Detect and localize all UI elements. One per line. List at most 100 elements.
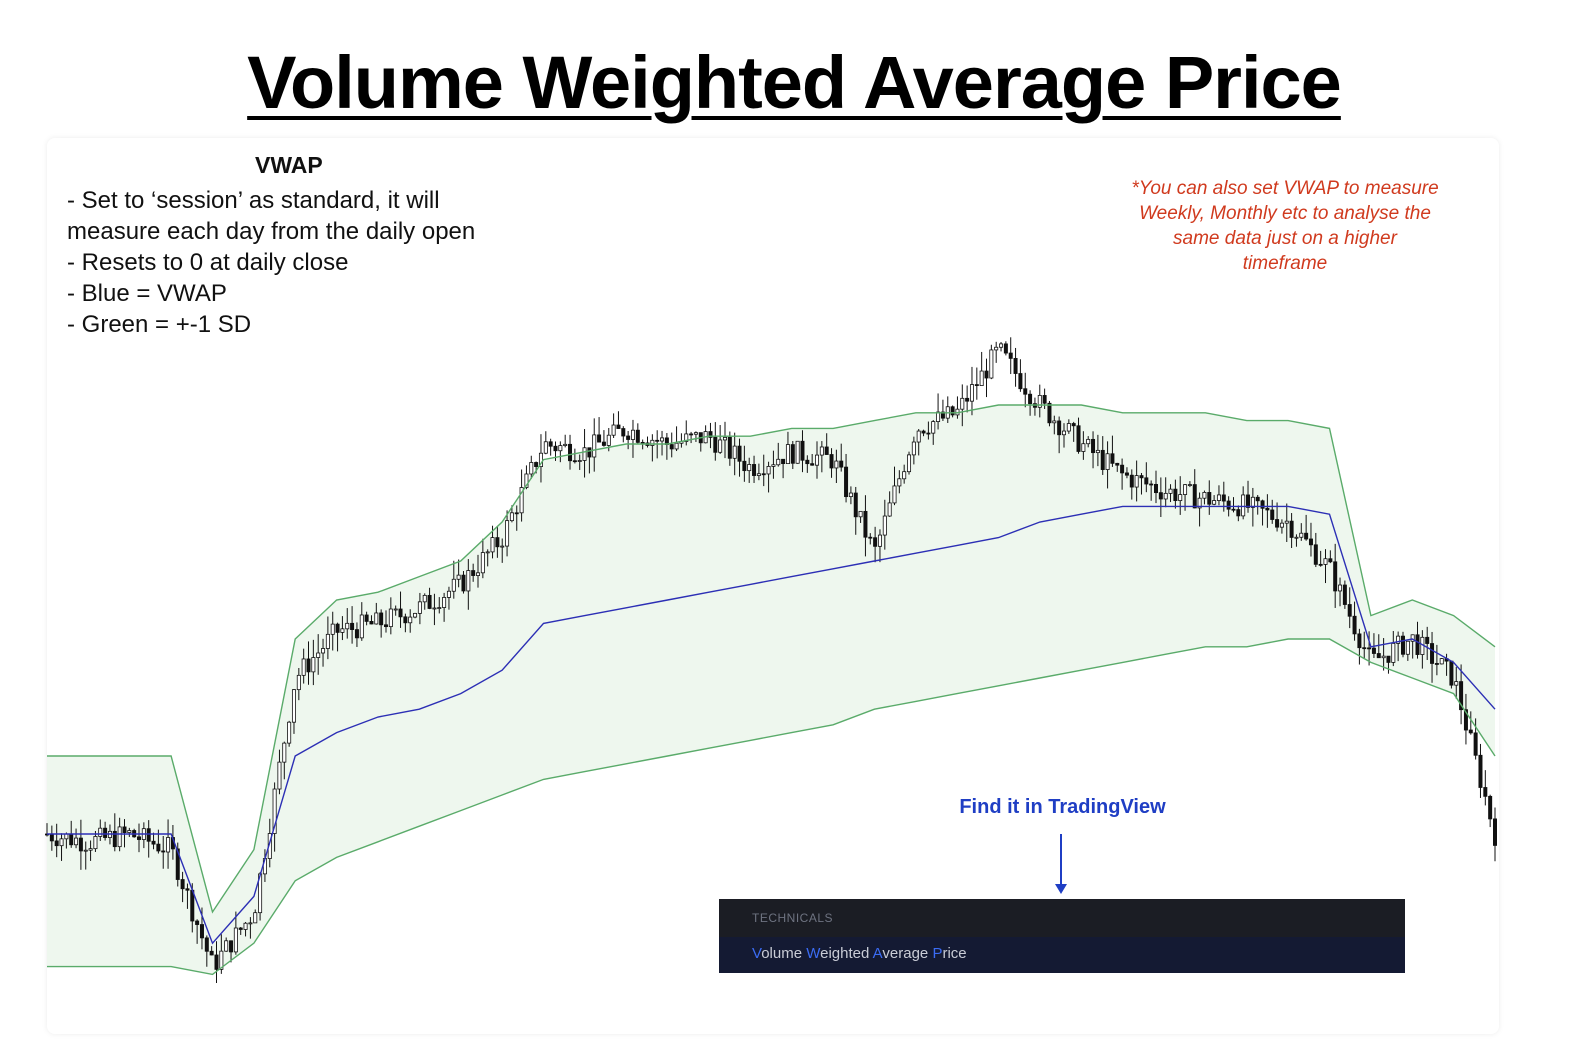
- notes-line: - Green = +-1 SD: [67, 311, 252, 338]
- candle-body: [693, 432, 698, 435]
- candle-body: [1134, 475, 1139, 488]
- candle-body: [1236, 509, 1241, 517]
- candle-body: [112, 830, 117, 848]
- candle-body: [190, 889, 195, 922]
- sd-band-fill: [47, 405, 1495, 975]
- candle-body: [979, 370, 984, 386]
- candle-body: [1091, 438, 1096, 454]
- candle-body: [897, 478, 902, 487]
- candle-body: [1357, 633, 1362, 649]
- candle-body: [940, 411, 945, 419]
- candle-body: [1013, 357, 1018, 374]
- candle-body: [166, 837, 171, 853]
- candle-body: [873, 537, 878, 547]
- candle-body: [969, 384, 974, 402]
- candle-body: [316, 652, 321, 658]
- candle-body: [660, 437, 665, 442]
- down-arrow-icon: [1055, 834, 1067, 894]
- candle-body: [640, 441, 645, 444]
- menu-item-vwap[interactable]: Volume Weighted Average Price: [719, 937, 1405, 973]
- candle-body: [1468, 729, 1473, 734]
- candle-body: [78, 837, 83, 852]
- candle-body: [1018, 373, 1023, 390]
- menu-section-header: TECHNICALS: [752, 911, 834, 925]
- candle-body: [1362, 647, 1367, 650]
- candle-body: [1115, 462, 1120, 466]
- candle-body: [1154, 483, 1159, 494]
- candle-body: [1415, 634, 1420, 655]
- candle-body: [1042, 395, 1047, 404]
- candle-body: [495, 537, 500, 548]
- candle-body: [1478, 754, 1483, 788]
- candle-body: [277, 761, 282, 790]
- candle-body: [243, 922, 248, 930]
- candle-body: [253, 912, 258, 924]
- candle-body: [325, 633, 330, 649]
- candle-body: [630, 429, 635, 440]
- candle-body: [621, 428, 626, 437]
- candle-body: [1333, 561, 1338, 592]
- candle-body: [161, 850, 166, 853]
- candle-body: [907, 454, 912, 473]
- candle-body: [848, 492, 853, 498]
- candle-body: [335, 623, 340, 633]
- candle-body: [1057, 420, 1062, 436]
- candle-body: [1071, 423, 1076, 427]
- candle-body: [1246, 494, 1251, 508]
- candle-body: [1386, 655, 1391, 663]
- candle-body: [1488, 795, 1493, 820]
- candle-body: [345, 622, 350, 630]
- vwap-line: [47, 505, 1496, 945]
- candle-body: [1183, 484, 1188, 495]
- candle-body: [601, 441, 606, 446]
- candle-body: [1308, 538, 1313, 546]
- candle-body: [54, 840, 59, 847]
- candle-body: [432, 607, 437, 610]
- candle-body: [480, 552, 485, 574]
- vwap-notes: VWAP - Set to ‘session’ as standard, it …: [67, 150, 475, 340]
- candle-body: [815, 454, 820, 466]
- candle-body: [795, 440, 800, 464]
- candle-body: [834, 460, 839, 469]
- candle-body: [737, 445, 742, 462]
- candle-body: [388, 608, 393, 628]
- candle-body: [1110, 453, 1115, 464]
- candle-body: [1367, 647, 1372, 650]
- candle-body: [311, 657, 316, 673]
- candle-body: [965, 397, 970, 402]
- candle-body: [606, 434, 611, 446]
- candle-body: [1178, 494, 1183, 502]
- indicator-lines: [47, 404, 1496, 976]
- candle-body: [572, 460, 577, 463]
- candle-body: [1197, 497, 1202, 509]
- candle-body: [195, 920, 200, 925]
- page-title: Volume Weighted Average Price: [247, 41, 1342, 124]
- candle-body: [451, 578, 456, 592]
- candle-body: [727, 437, 732, 459]
- candle-body: [248, 922, 253, 925]
- candle-body: [931, 421, 936, 434]
- candle-body: [185, 888, 190, 891]
- candle-body: [785, 444, 790, 465]
- candle-body: [1338, 584, 1343, 592]
- candle-body: [863, 510, 868, 538]
- candle-body: [911, 441, 916, 456]
- notes-line: measure each day from the daily open: [67, 218, 476, 245]
- candle-body: [524, 473, 529, 488]
- timeframe-note: *You can also set VWAP to measure Weekly…: [1131, 178, 1439, 274]
- candle-body: [626, 435, 631, 440]
- candle-body: [989, 349, 994, 379]
- candle-body: [592, 434, 597, 458]
- candle-body: [1163, 492, 1168, 500]
- candle-body: [974, 384, 979, 386]
- candle-body: [122, 826, 127, 833]
- candle-body: [1299, 532, 1304, 538]
- candle-body: [301, 658, 306, 676]
- candle-body: [902, 471, 907, 480]
- candle-body: [597, 434, 602, 443]
- candle-body: [151, 840, 156, 845]
- candle-body: [655, 439, 660, 442]
- candle-body: [577, 460, 582, 462]
- candle-body: [543, 441, 548, 454]
- candle-body: [1105, 453, 1110, 470]
